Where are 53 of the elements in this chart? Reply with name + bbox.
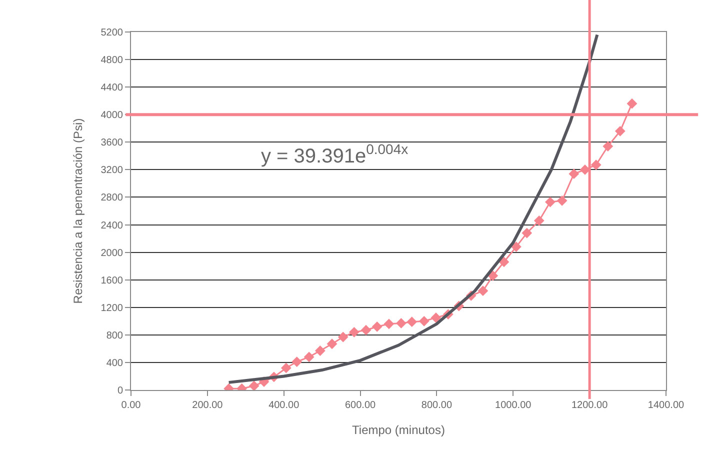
- point: [522, 228, 532, 238]
- x-tick-label: 1000.00: [495, 400, 532, 411]
- y-tick-label: 5200: [100, 28, 124, 38]
- point: [614, 126, 626, 136]
- point: [406, 316, 418, 328]
- point: [478, 286, 488, 296]
- point: [326, 338, 338, 350]
- point: [498, 256, 510, 268]
- x-tick-label: 0.00: [121, 400, 142, 411]
- point: [568, 168, 580, 180]
- x-axis-title: Tiempo (minutos): [352, 422, 445, 437]
- point: [556, 195, 568, 206]
- y-tick-label: 3600: [100, 138, 124, 149]
- point: [396, 318, 406, 328]
- point: [511, 242, 522, 252]
- point: [304, 352, 314, 362]
- y-tick-label: 2800: [100, 192, 124, 204]
- y-axis-title: Resistencia a la penentración (Psi): [71, 118, 86, 304]
- point: [534, 215, 544, 226]
- y-tick-label: 400: [106, 358, 124, 369]
- point: [338, 332, 348, 342]
- point: [430, 312, 442, 323]
- point: [348, 326, 360, 338]
- y-tick-label: 4400: [100, 82, 124, 94]
- x-tick-label: 800.00: [421, 400, 452, 411]
- point: [314, 346, 326, 356]
- y-tick-label: 1600: [100, 275, 124, 286]
- x-tick-label: 1400.00: [648, 400, 685, 411]
- y-tick-label: 2400: [100, 220, 124, 232]
- point: [280, 362, 292, 374]
- point: [545, 196, 556, 208]
- y-tick-label: 4800: [100, 55, 124, 66]
- annotation: y = 39.391e$^{0.004x}$: [261, 141, 408, 168]
- point: [384, 318, 394, 330]
- y-tick-label: 0: [117, 386, 124, 396]
- x-tick-label: 400.00: [268, 400, 300, 411]
- x-tick-label: 600.00: [344, 400, 376, 411]
- point: [626, 98, 638, 109]
- point: [602, 141, 614, 152]
- point: [360, 324, 372, 336]
- y-tick-label: 3200: [100, 165, 124, 176]
- point: [372, 321, 382, 332]
- y-tick-label: 4000: [100, 110, 124, 122]
- point: [488, 270, 498, 281]
- x-tick-label: 1200.00: [571, 400, 608, 411]
- y-tick-label: 2000: [100, 248, 124, 259]
- point: [590, 160, 602, 170]
- point: [248, 380, 260, 390]
- y-tick-label: 800: [106, 330, 124, 342]
- point: [292, 356, 302, 367]
- y-tick-label: 1200: [100, 302, 124, 314]
- point: [418, 316, 430, 326]
- x-tick-label: 200.00: [192, 400, 224, 411]
